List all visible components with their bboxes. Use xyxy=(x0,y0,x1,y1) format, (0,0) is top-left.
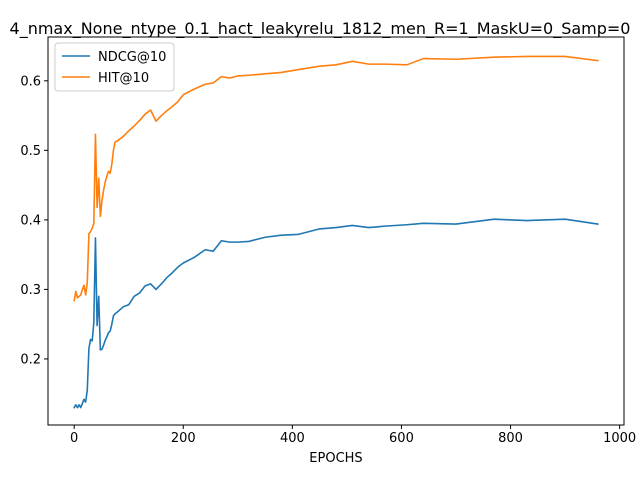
series-line-hit-10 xyxy=(73,55,599,302)
y-tick-label: 0.5 xyxy=(20,144,41,159)
x-axis: 0 200 400 600 800 1000 xyxy=(70,425,636,446)
y-tick-label: 0.4 xyxy=(20,213,41,228)
legend-box xyxy=(54,42,175,92)
y-axis: 0.2 0.3 0.4 0.5 0.6 xyxy=(20,74,48,367)
x-tick-label: 600 xyxy=(389,431,414,446)
series-layer xyxy=(73,55,599,409)
y-tick-label: 0.3 xyxy=(20,283,41,298)
x-tick-label: 0 xyxy=(70,431,78,446)
legend-label: NDCG@10 xyxy=(98,50,166,65)
x-axis-label: EPOCHS xyxy=(309,451,362,466)
x-tick-label: 200 xyxy=(171,431,196,446)
legend-label: HIT@10 xyxy=(98,71,149,86)
y-tick-label: 0.2 xyxy=(20,352,41,367)
chart-title: 4_nmax_None_ntype_0.1_hact_leakyrelu_181… xyxy=(10,19,631,39)
legend: NDCG@10 HIT@10 xyxy=(54,42,175,92)
plot-area-frame xyxy=(47,36,625,426)
y-tick-label: 0.6 xyxy=(20,74,41,89)
x-tick-label: 400 xyxy=(280,431,305,446)
x-tick-label: 1000 xyxy=(603,431,636,446)
x-tick-label: 800 xyxy=(498,431,523,446)
series-line-ndcg-10 xyxy=(73,218,599,409)
